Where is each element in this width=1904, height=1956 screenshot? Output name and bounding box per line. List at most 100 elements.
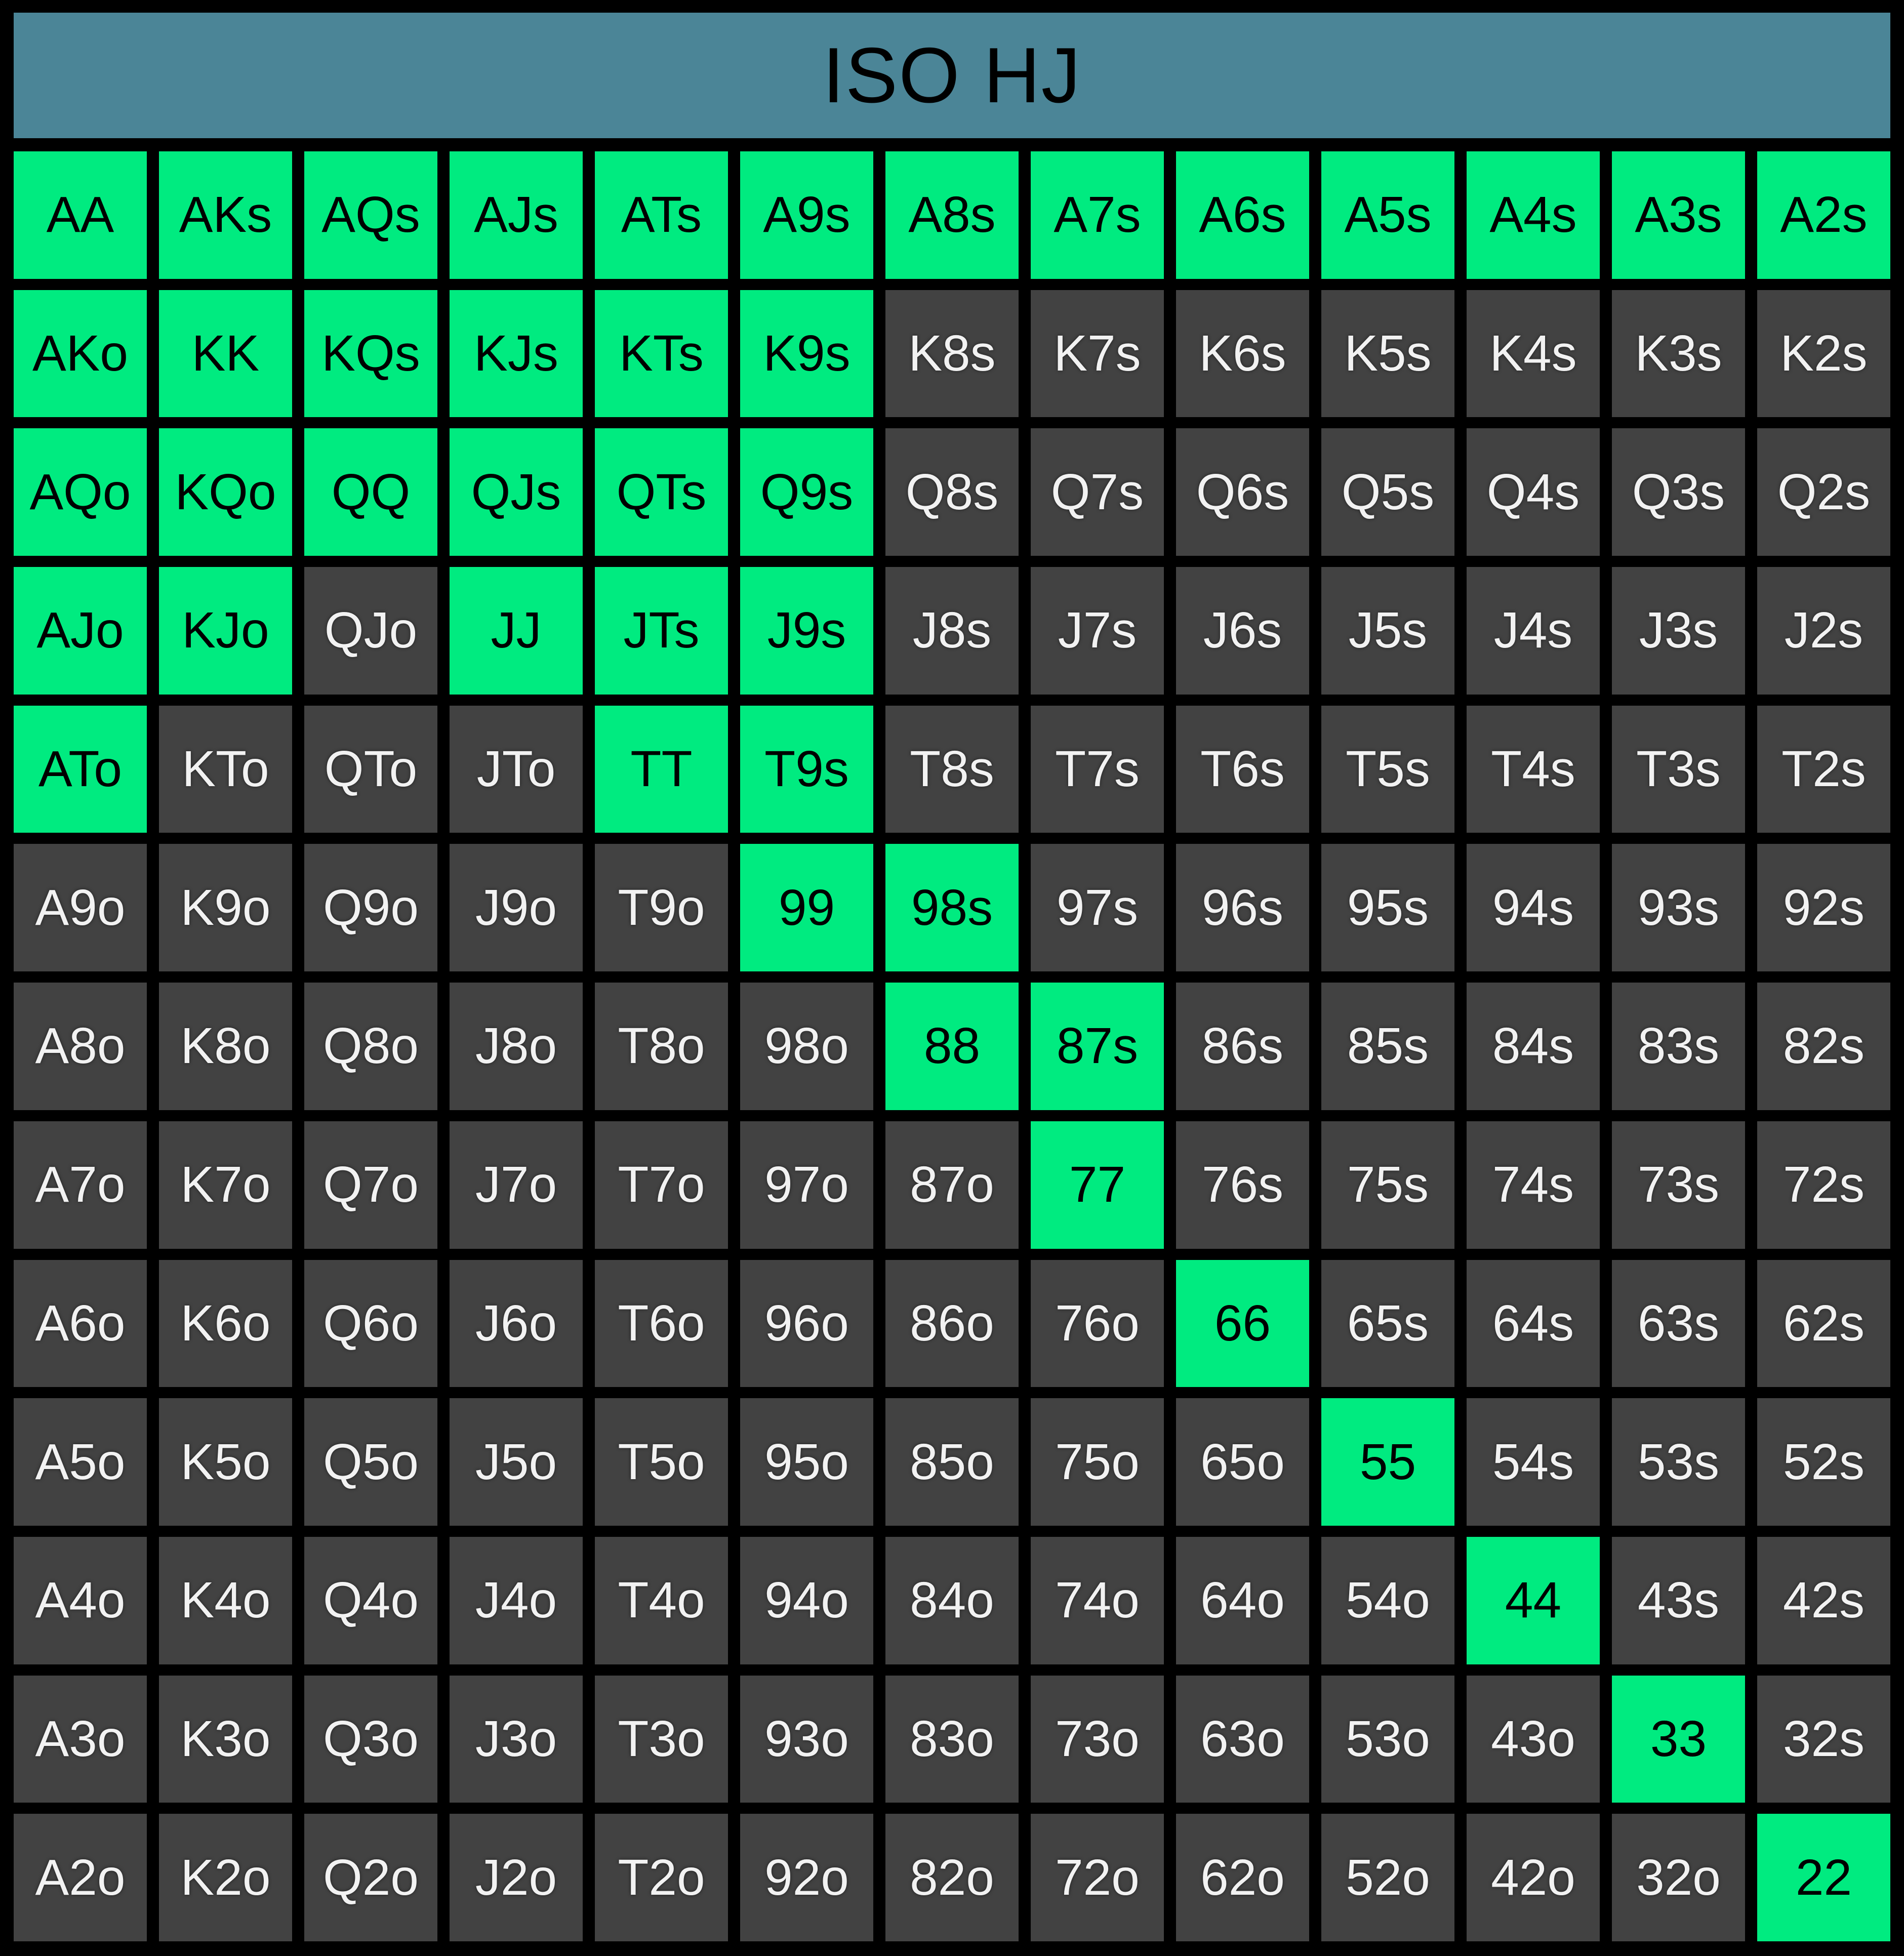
- hand-cell-KTs[interactable]: KTs: [595, 290, 728, 418]
- hand-cell-Q3o[interactable]: Q3o: [304, 1675, 437, 1803]
- hand-cell-83s[interactable]: 83s: [1612, 983, 1745, 1110]
- hand-cell-J5o[interactable]: J5o: [450, 1398, 583, 1526]
- hand-cell-K5s[interactable]: K5s: [1321, 290, 1454, 418]
- hand-cell-QJs[interactable]: QJs: [450, 428, 583, 556]
- hand-cell-43s[interactable]: 43s: [1612, 1536, 1745, 1664]
- hand-cell-85o[interactable]: 85o: [885, 1398, 1019, 1526]
- hand-cell-54s[interactable]: 54s: [1467, 1398, 1600, 1526]
- hand-cell-K3s[interactable]: K3s: [1612, 290, 1745, 418]
- hand-cell-32o[interactable]: 32o: [1612, 1814, 1745, 1941]
- hand-cell-KTo[interactable]: KTo: [159, 705, 292, 833]
- hand-cell-T5o[interactable]: T5o: [595, 1398, 728, 1526]
- hand-cell-J7s[interactable]: J7s: [1031, 567, 1164, 695]
- hand-cell-Q6s[interactable]: Q6s: [1176, 428, 1309, 556]
- hand-cell-96o[interactable]: 96o: [740, 1259, 873, 1388]
- hand-cell-ATo[interactable]: ATo: [14, 705, 147, 833]
- hand-cell-AJs[interactable]: AJs: [450, 151, 583, 279]
- hand-cell-87o[interactable]: 87o: [885, 1121, 1019, 1249]
- hand-cell-Q7o[interactable]: Q7o: [304, 1121, 437, 1249]
- hand-cell-T8o[interactable]: T8o: [595, 983, 728, 1110]
- hand-cell-87s[interactable]: 87s: [1031, 983, 1164, 1110]
- hand-cell-A2s[interactable]: A2s: [1757, 151, 1890, 279]
- hand-cell-J3o[interactable]: J3o: [450, 1675, 583, 1803]
- hand-cell-84s[interactable]: 84s: [1467, 983, 1600, 1110]
- hand-cell-A5s[interactable]: A5s: [1321, 151, 1454, 279]
- hand-cell-A9o[interactable]: A9o: [14, 844, 147, 972]
- hand-cell-43o[interactable]: 43o: [1467, 1675, 1600, 1803]
- hand-cell-77[interactable]: 77: [1031, 1121, 1164, 1249]
- hand-cell-A6s[interactable]: A6s: [1176, 151, 1309, 279]
- hand-cell-K7s[interactable]: K7s: [1031, 290, 1164, 418]
- hand-cell-T2o[interactable]: T2o: [595, 1814, 728, 1941]
- hand-cell-42o[interactable]: 42o: [1467, 1814, 1600, 1941]
- hand-cell-44[interactable]: 44: [1467, 1536, 1600, 1664]
- hand-cell-82o[interactable]: 82o: [885, 1814, 1019, 1941]
- hand-cell-86s[interactable]: 86s: [1176, 983, 1309, 1110]
- hand-cell-T3o[interactable]: T3o: [595, 1675, 728, 1803]
- hand-cell-K2o[interactable]: K2o: [159, 1814, 292, 1941]
- hand-cell-J7o[interactable]: J7o: [450, 1121, 583, 1249]
- hand-cell-T7o[interactable]: T7o: [595, 1121, 728, 1249]
- hand-cell-T8s[interactable]: T8s: [885, 705, 1019, 833]
- hand-cell-A8s[interactable]: A8s: [885, 151, 1019, 279]
- hand-cell-Q8s[interactable]: Q8s: [885, 428, 1019, 556]
- hand-cell-52s[interactable]: 52s: [1757, 1398, 1890, 1526]
- hand-cell-J3s[interactable]: J3s: [1612, 567, 1745, 695]
- hand-cell-95o[interactable]: 95o: [740, 1398, 873, 1526]
- hand-cell-A4s[interactable]: A4s: [1467, 151, 1600, 279]
- hand-cell-T6o[interactable]: T6o: [595, 1259, 728, 1388]
- hand-cell-J6s[interactable]: J6s: [1176, 567, 1309, 695]
- hand-cell-Q4o[interactable]: Q4o: [304, 1536, 437, 1664]
- hand-cell-Q6o[interactable]: Q6o: [304, 1259, 437, 1388]
- hand-cell-K5o[interactable]: K5o: [159, 1398, 292, 1526]
- hand-cell-T3s[interactable]: T3s: [1612, 705, 1745, 833]
- hand-cell-96s[interactable]: 96s: [1176, 844, 1309, 972]
- hand-cell-Q8o[interactable]: Q8o: [304, 983, 437, 1110]
- hand-cell-A8o[interactable]: A8o: [14, 983, 147, 1110]
- hand-cell-92o[interactable]: 92o: [740, 1814, 873, 1941]
- hand-cell-K4o[interactable]: K4o: [159, 1536, 292, 1664]
- hand-cell-K2s[interactable]: K2s: [1757, 290, 1890, 418]
- hand-cell-53o[interactable]: 53o: [1321, 1675, 1454, 1803]
- hand-cell-93s[interactable]: 93s: [1612, 844, 1745, 972]
- hand-cell-55[interactable]: 55: [1321, 1398, 1454, 1526]
- hand-cell-A6o[interactable]: A6o: [14, 1259, 147, 1388]
- hand-cell-K9s[interactable]: K9s: [740, 290, 873, 418]
- hand-cell-TT[interactable]: TT: [595, 705, 728, 833]
- hand-cell-J8o[interactable]: J8o: [450, 983, 583, 1110]
- hand-cell-74o[interactable]: 74o: [1031, 1536, 1164, 1664]
- hand-cell-Q2o[interactable]: Q2o: [304, 1814, 437, 1941]
- hand-cell-J4s[interactable]: J4s: [1467, 567, 1600, 695]
- hand-cell-97o[interactable]: 97o: [740, 1121, 873, 1249]
- hand-cell-JTo[interactable]: JTo: [450, 705, 583, 833]
- hand-cell-94o[interactable]: 94o: [740, 1536, 873, 1664]
- hand-cell-65o[interactable]: 65o: [1176, 1398, 1309, 1526]
- hand-cell-33[interactable]: 33: [1612, 1675, 1745, 1803]
- hand-cell-A5o[interactable]: A5o: [14, 1398, 147, 1526]
- hand-cell-54o[interactable]: 54o: [1321, 1536, 1454, 1664]
- hand-cell-85s[interactable]: 85s: [1321, 983, 1454, 1110]
- hand-cell-KJo[interactable]: KJo: [159, 567, 292, 695]
- hand-cell-32s[interactable]: 32s: [1757, 1675, 1890, 1803]
- hand-cell-AA[interactable]: AA: [14, 151, 147, 279]
- hand-cell-J9o[interactable]: J9o: [450, 844, 583, 972]
- hand-cell-J5s[interactable]: J5s: [1321, 567, 1454, 695]
- hand-cell-74s[interactable]: 74s: [1467, 1121, 1600, 1249]
- hand-cell-A2o[interactable]: A2o: [14, 1814, 147, 1941]
- hand-cell-64s[interactable]: 64s: [1467, 1259, 1600, 1388]
- hand-cell-97s[interactable]: 97s: [1031, 844, 1164, 972]
- hand-cell-K6o[interactable]: K6o: [159, 1259, 292, 1388]
- hand-cell-KJs[interactable]: KJs: [450, 290, 583, 418]
- hand-cell-83o[interactable]: 83o: [885, 1675, 1019, 1803]
- hand-cell-T6s[interactable]: T6s: [1176, 705, 1309, 833]
- hand-cell-73o[interactable]: 73o: [1031, 1675, 1164, 1803]
- hand-cell-92s[interactable]: 92s: [1757, 844, 1890, 972]
- hand-cell-82s[interactable]: 82s: [1757, 983, 1890, 1110]
- hand-cell-Q7s[interactable]: Q7s: [1031, 428, 1164, 556]
- hand-cell-A9s[interactable]: A9s: [740, 151, 873, 279]
- hand-cell-J4o[interactable]: J4o: [450, 1536, 583, 1664]
- hand-cell-95s[interactable]: 95s: [1321, 844, 1454, 972]
- hand-cell-22[interactable]: 22: [1757, 1814, 1890, 1941]
- hand-cell-AQo[interactable]: AQo: [14, 428, 147, 556]
- hand-cell-76s[interactable]: 76s: [1176, 1121, 1309, 1249]
